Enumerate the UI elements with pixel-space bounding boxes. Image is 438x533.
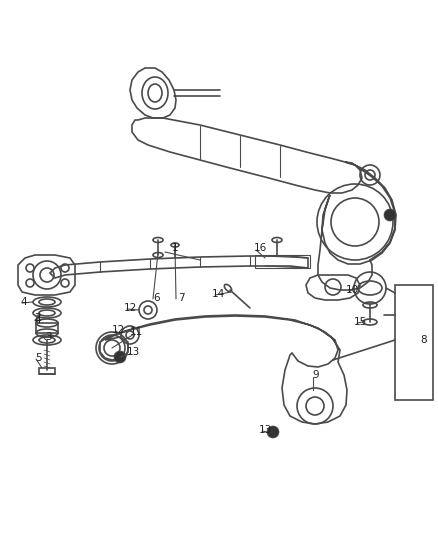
Circle shape	[384, 209, 396, 221]
Text: 10: 10	[346, 285, 359, 295]
Circle shape	[267, 426, 279, 438]
Text: 13: 13	[258, 425, 272, 435]
Text: 8: 8	[420, 335, 427, 345]
Text: 7: 7	[178, 293, 184, 303]
Text: 4: 4	[21, 297, 27, 307]
Bar	[395, 285, 433, 400]
Circle shape	[114, 351, 126, 363]
Text: 1: 1	[172, 243, 178, 253]
Bar	[255, 255, 310, 268]
Text: 11: 11	[129, 327, 143, 337]
Text: 13: 13	[127, 347, 140, 357]
Text: 14: 14	[212, 289, 225, 299]
Text: 12: 12	[111, 325, 125, 335]
Text: 12: 12	[124, 303, 137, 313]
Text: 2: 2	[35, 313, 41, 323]
Text: 9: 9	[313, 370, 319, 380]
Bar	[39, 368, 55, 374]
Text: 5: 5	[35, 353, 41, 363]
Bar	[36, 323, 58, 333]
Text: 16: 16	[253, 243, 267, 253]
Text: 3: 3	[45, 332, 51, 342]
Text: 4: 4	[35, 315, 41, 325]
Text: 15: 15	[353, 317, 367, 327]
Text: 6: 6	[154, 293, 160, 303]
